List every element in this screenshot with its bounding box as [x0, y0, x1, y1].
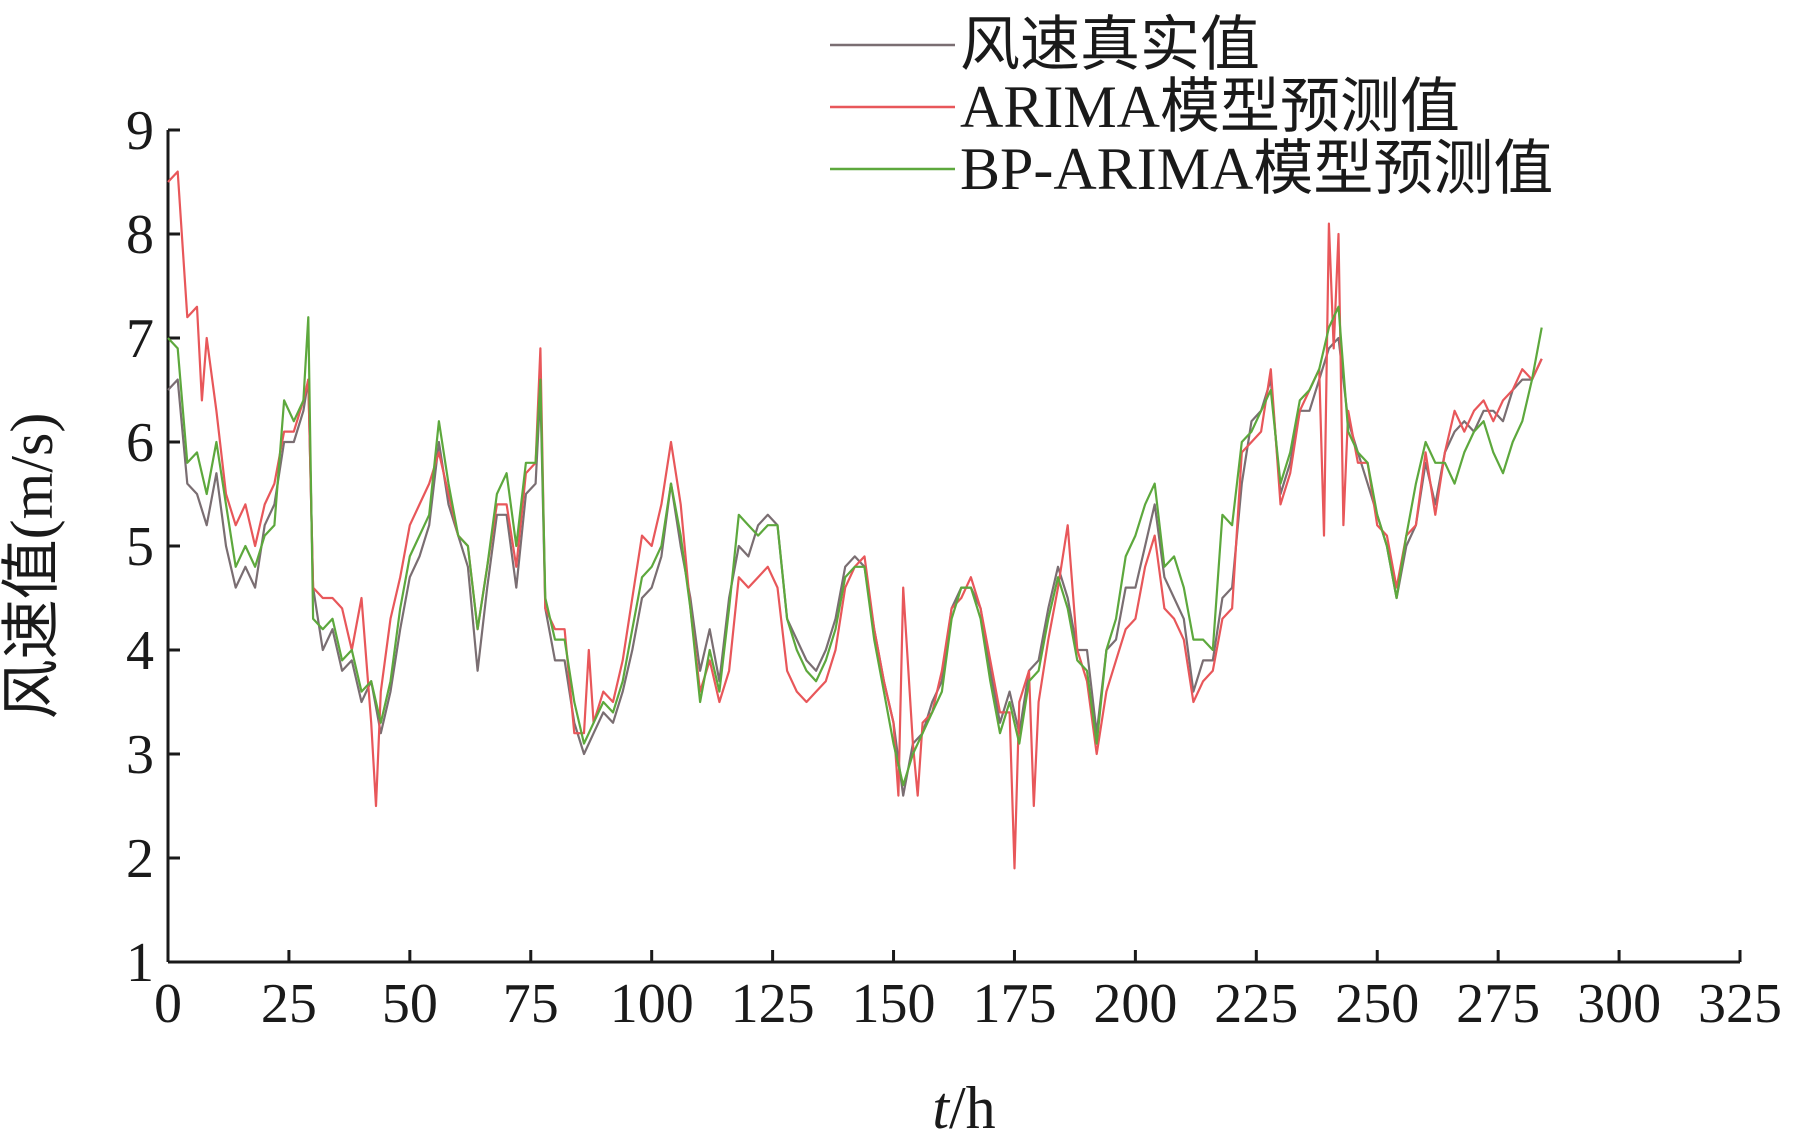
y-tick-label: 4	[126, 620, 154, 682]
x-tick-label: 225	[1214, 973, 1298, 1035]
y-axis-title: 风速值(m/s)	[0, 413, 65, 720]
x-tick-label: 325	[1698, 973, 1782, 1035]
legend-label-1: 风速真实值	[960, 12, 1260, 78]
x-tick-label: 75	[503, 973, 559, 1035]
y-tick-label: 5	[126, 516, 154, 578]
series-line-3	[167, 305, 1543, 787]
y-tick-label: 2	[126, 828, 154, 890]
series-layer	[167, 170, 1543, 870]
x-axis-title: t/h	[932, 1075, 995, 1141]
x-tick-label: 250	[1335, 973, 1419, 1035]
x-tick-label: 100	[610, 973, 694, 1035]
axes: 0 25 50 75 100 125 150 175 200 225 250 275 300 325 12…	[126, 100, 1782, 1035]
x-axis-title-unit: /h	[949, 1075, 996, 1141]
y-tick-label: 3	[126, 724, 154, 786]
x-tick-label: 150	[852, 973, 936, 1035]
x-tick-label: 300	[1577, 973, 1661, 1035]
y-tick-label: 1	[126, 932, 154, 994]
x-axis-title-italic: t	[932, 1075, 950, 1141]
x-tick-label: 200	[1093, 973, 1177, 1035]
x-tick-label: 25	[261, 973, 317, 1035]
y-ticks: 1 2 3 4 5 6 7 8 9	[126, 100, 180, 994]
y-tick-label: 8	[126, 204, 154, 266]
legend-label-3: BP-ARIMA模型预测值	[960, 136, 1553, 202]
y-tick-label: 9	[126, 100, 154, 162]
x-tick-label: 0	[154, 973, 182, 1035]
series-line-2	[167, 170, 1543, 870]
y-tick-label: 7	[126, 308, 154, 370]
x-tick-label: 50	[382, 973, 438, 1035]
x-tick-label: 275	[1456, 973, 1540, 1035]
x-tick-label: 175	[972, 973, 1056, 1035]
x-ticks: 0 25 50 75 100 125 150 175 200 225 250 275 300 325	[154, 950, 1782, 1035]
series-line-1	[167, 336, 1543, 797]
legend-label-2: ARIMA模型预测值	[960, 74, 1460, 140]
x-tick-label: 125	[731, 973, 815, 1035]
y-tick-label: 6	[126, 412, 154, 474]
